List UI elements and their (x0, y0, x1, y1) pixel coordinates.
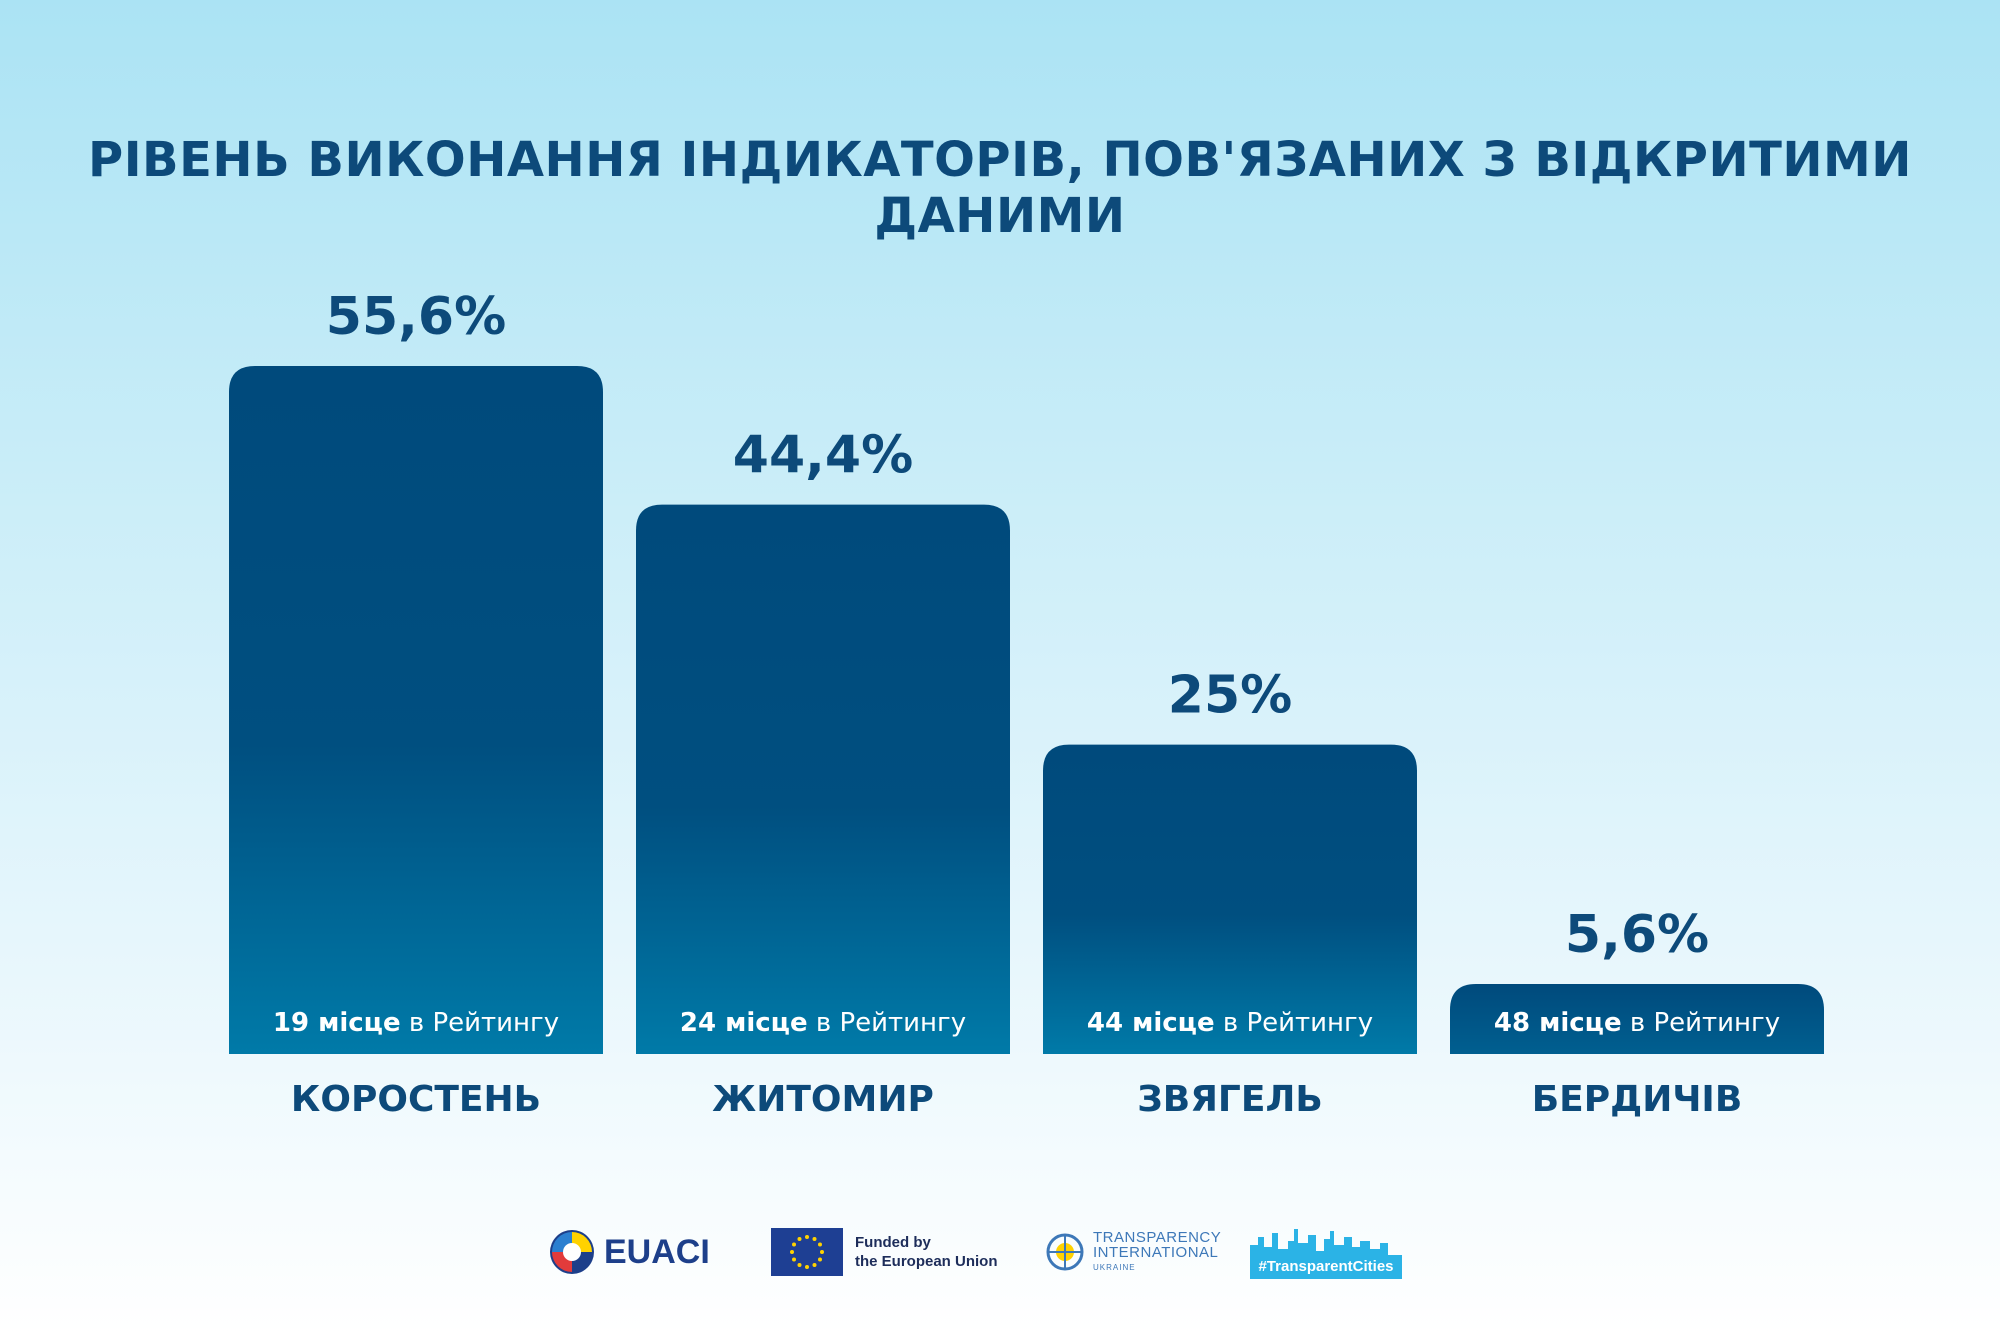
chart-title: РІВЕНЬ ВИКОНАННЯ ІНДИКАТОРІВ, ПОВ'ЯЗАНИХ… (88, 132, 1912, 244)
value-label-4: 5,6% (1565, 905, 1709, 965)
transparent-cities-tag: #TransparentCities (1250, 1255, 1402, 1279)
rank-label-3: 44 місце в Рейтингу (1087, 1008, 1373, 1038)
ti-line2: INTERNATIONAL (1093, 1243, 1219, 1261)
rank-label-4: 48 місце в Рейтингу (1494, 1008, 1780, 1038)
transparent-cities-logo: #TransparentCities (1248, 1222, 1404, 1282)
category-label-3: ЗВЯГЕЛЬ (1137, 1079, 1323, 1120)
ti-line3: UKRAINE (1093, 1262, 1136, 1272)
rank-label-1: 19 місце в Рейтингу (273, 1008, 559, 1038)
partner-logos: EUACI Funded by the European Union TRANS… (0, 1222, 2000, 1282)
rank-label-2: 24 місце в Рейтингу (680, 1008, 966, 1038)
euaci-label: EUACI (604, 1232, 710, 1271)
category-label-2: ЖИТОМИР (712, 1079, 934, 1120)
bar-2 (636, 504, 1010, 1054)
category-label-1: КОРОСТЕНЬ (291, 1079, 541, 1120)
value-label-1: 55,6% (326, 287, 506, 347)
bar-3 (1043, 744, 1417, 1054)
category-label-4: БЕРДИЧІВ (1532, 1079, 1743, 1120)
eu-funded-line2: the European Union (855, 1253, 998, 1270)
eu-funded-line1: Funded by (855, 1234, 931, 1251)
value-label-2: 44,4% (733, 426, 913, 486)
euaci-emblem-icon (548, 1228, 596, 1276)
eu-flag-icon (771, 1228, 843, 1276)
transparency-international-logo: TRANSPARENCY INTERNATIONAL UKRAINE (1045, 1222, 1221, 1282)
eu-funded-logo: Funded by the European Union (771, 1222, 998, 1282)
city-skyline-icon (1250, 1229, 1388, 1257)
ti-line1: TRANSPARENCY (1093, 1228, 1222, 1246)
value-label-3: 25% (1168, 666, 1292, 726)
bar-1 (229, 366, 603, 1054)
euaci-logo: EUACI (548, 1222, 710, 1282)
bar-4 (1450, 984, 1824, 1054)
ti-globe-icon (1046, 1233, 1084, 1271)
